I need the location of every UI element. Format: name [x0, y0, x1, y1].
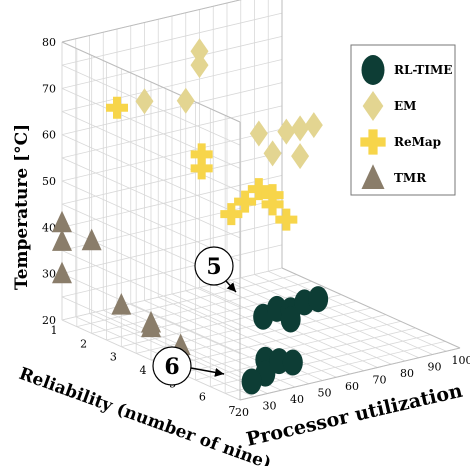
z-axis-label: Temperature [°C]	[12, 124, 32, 290]
floor-grid-line	[76, 274, 297, 328]
legend-rl-time-marker	[361, 55, 385, 85]
em-point	[190, 38, 209, 65]
back-grid-line	[61, 82, 283, 136]
remap-point	[247, 178, 270, 201]
pane-edge	[239, 347, 461, 401]
remap-point	[190, 143, 213, 166]
remap-point	[234, 190, 257, 213]
em-point	[249, 120, 268, 147]
floor-grid-line	[91, 280, 312, 334]
rl-time-point	[308, 286, 329, 313]
floor-grid-line	[165, 314, 386, 368]
tmr-point	[111, 292, 132, 315]
y-tick-label: 2	[80, 337, 87, 350]
grid	[61, 0, 461, 401]
tmr-point	[52, 261, 72, 284]
z-tick-label: 30	[42, 268, 56, 281]
tmr-point	[141, 315, 161, 338]
floor-grid-line	[195, 327, 416, 381]
x-tick-label: 60	[345, 380, 359, 393]
rl-time-point	[282, 349, 303, 376]
back-grid-line	[61, 174, 283, 228]
z-tick-label: 50	[42, 175, 56, 188]
callout-arrow	[190, 367, 225, 377]
y-tick-label: 1	[51, 324, 58, 337]
side-grid-line	[61, 157, 241, 239]
back-grid-line	[61, 221, 283, 275]
em-point	[135, 88, 154, 115]
tmr-point	[52, 210, 72, 233]
legend-remap-marker	[360, 129, 386, 155]
tick-labels: 2030405060708090100123456720304050607080	[42, 36, 470, 419]
legend-tmr-label: TMR	[394, 171, 427, 185]
x-tick-label: 80	[400, 367, 414, 380]
x-tick-label: 40	[290, 393, 304, 406]
em-point	[263, 140, 282, 167]
side-grid-line	[61, 134, 241, 216]
side-grid-line	[61, 319, 241, 401]
annotations: 56	[152, 246, 237, 386]
legend-em-label: EM	[394, 99, 416, 113]
x-tick-label: 50	[318, 387, 332, 400]
legend-remap-label: ReMap	[394, 135, 441, 149]
z-tick-label: 20	[42, 314, 56, 327]
pane-edge	[281, 267, 461, 349]
x-tick-label: 100	[452, 354, 470, 367]
back-grid-line	[61, 151, 283, 205]
y-tick-label: 6	[199, 391, 206, 404]
callout-label: 6	[164, 354, 179, 380]
legend: RL-TIME EM ReMap TMR	[350, 44, 456, 196]
legend-tmr-marker	[361, 164, 385, 190]
back-grid-line	[61, 267, 283, 321]
remap-point	[261, 193, 284, 216]
back-grid-line	[61, 12, 283, 66]
side-grid-line	[61, 111, 241, 192]
back-grid-line	[61, 35, 283, 89]
y-tick-label: 4	[140, 364, 147, 377]
remap-point	[190, 157, 213, 180]
back-grid-line	[61, 128, 283, 182]
x-tick-label: 30	[263, 400, 277, 413]
legend-rl-time-label: RL-TIME	[394, 63, 452, 77]
x-tick-label: 90	[428, 361, 442, 374]
remap-point	[220, 203, 243, 226]
legend-em-marker	[362, 91, 384, 121]
callout-circle	[152, 346, 192, 386]
callout-arrow	[225, 280, 237, 293]
tmr-point	[81, 228, 102, 251]
em-point	[190, 52, 209, 79]
side-grid-line	[61, 64, 241, 146]
callout-label: 5	[206, 254, 221, 280]
z-tick-label: 80	[42, 36, 56, 49]
rl-time-point	[280, 306, 301, 333]
back-grid-line	[61, 244, 283, 298]
y-tick-label: 3	[110, 351, 117, 364]
back-grid-line	[61, 105, 283, 159]
x-tick-label: 20	[235, 406, 249, 419]
rl-time-point	[241, 368, 262, 395]
pane-edge	[61, 0, 242, 43]
remap-point	[106, 96, 128, 119]
em-point	[277, 118, 296, 145]
z-tick-label: 60	[42, 129, 56, 142]
data-markers	[52, 38, 329, 395]
floor-grid-line	[180, 320, 401, 374]
em-point	[176, 87, 195, 114]
callout-circle	[194, 246, 234, 286]
em-point	[291, 115, 310, 142]
em-point	[304, 112, 323, 139]
side-grid-line	[61, 250, 241, 331]
z-tick-label: 40	[42, 221, 56, 234]
z-tick-label: 70	[42, 82, 56, 95]
x-tick-label: 70	[373, 374, 387, 387]
remap-point	[275, 208, 298, 231]
y-tick-label: 7	[229, 404, 236, 417]
pane-edge	[61, 41, 241, 123]
tmr-point	[52, 229, 72, 251]
em-point	[291, 143, 310, 170]
back-grid-line	[61, 59, 283, 112]
